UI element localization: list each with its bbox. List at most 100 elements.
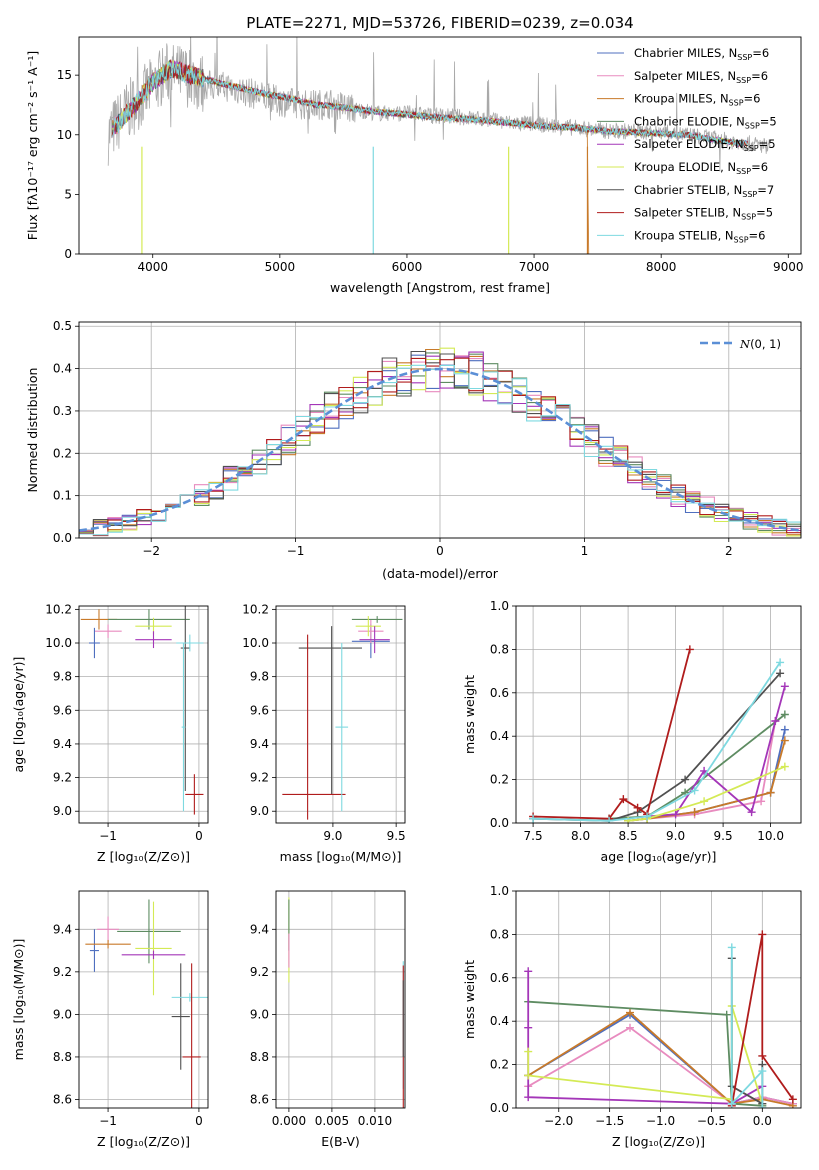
y-tick-label: 0.2 [490, 1058, 509, 1072]
x-axis-label: wavelength [Angstrom, rest frame] [330, 280, 550, 295]
mass-weight-marker [643, 812, 652, 821]
axes-frame [515, 605, 802, 824]
y-axis-label: mass weight [462, 675, 477, 754]
x-tick-label: 9.0 [323, 829, 342, 843]
mass-weight-marker [758, 930, 767, 939]
y-tick-label: 0.4 [53, 362, 72, 376]
axes-frame [515, 890, 802, 1109]
axes-group: −2 −1 0 1 2 0.0 0.1 0.2 0.3 0.4 0.5 [53, 319, 801, 558]
x-tick-label: 8000 [646, 260, 677, 274]
mass-weight-marker [524, 1071, 533, 1080]
mass-weight-marker [780, 762, 789, 771]
mass-weight-marker [780, 725, 789, 734]
y-tick-label: 9.0 [250, 804, 269, 818]
x-tick-label: 0.000 [272, 1114, 306, 1128]
x-tick-label: 0.0 [753, 1114, 772, 1128]
axes-frame [78, 321, 802, 539]
y-tick-label: 9.2 [250, 771, 269, 785]
y-tick-label: 10 [57, 128, 72, 142]
y-tick-label: 9.4 [250, 922, 269, 936]
mass-weight-marker [685, 645, 694, 654]
x-tick-label: −1 [99, 829, 117, 843]
mass-weight-marker [529, 814, 538, 823]
mass-weight-line [528, 1000, 763, 1107]
mass-weight-marker [626, 1023, 634, 1032]
x-tick-label: −1 [287, 544, 305, 558]
x-tick-label: −0.5 [697, 1114, 726, 1128]
y-tick-label: 8.8 [250, 1050, 269, 1064]
axes-frame [78, 605, 209, 824]
histogram-step-line [79, 364, 801, 537]
mass-vs-z-group [85, 899, 208, 1108]
x-axis-label: age [log₁₀(age/yr)] [601, 849, 717, 864]
axes-group: 7.5 8.0 8.5 9.0 9.5 10.0 0.0 0.2 0.4 0.6 0.8 1.0 [490, 599, 801, 843]
y-tick-label: 9.2 [250, 965, 269, 979]
x-tick-label: 7000 [519, 260, 550, 274]
y-tick-label: 1.0 [490, 599, 509, 613]
y-axis-label: age [log₁₀(age/yr)] [11, 657, 26, 773]
mass-weight-marker [619, 795, 628, 804]
x-axis-label: (data-model)/error [382, 566, 499, 581]
y-tick-label: 9.2 [53, 965, 72, 979]
y-axis-label: Flux [fλ10⁻¹⁷ erg cm⁻² s⁻¹ A⁻¹] [25, 51, 40, 240]
x-tick-label: −1.5 [595, 1114, 624, 1128]
mass-weight-marker [524, 1093, 533, 1102]
spectrum-group [107, 37, 771, 254]
axes-group: 9.0 9.5 9.0 9.2 9.4 9.6 9.8 10.0 10.2 [242, 602, 405, 843]
histogram-step-line [79, 357, 801, 537]
chart-title: PLATE=2271, MJD=53726, FIBERID=0239, z=0… [246, 14, 633, 32]
axes-group: 0.000 0.005 0.010 8.6 8.8 9.0 9.2 9.4 [250, 891, 405, 1128]
legend-label: Kroupa STELIB, NSSP=6 [634, 228, 765, 244]
x-tick-label: 10.0 [757, 829, 784, 843]
y-tick-label: 0.0 [490, 1101, 509, 1115]
mass-weight-marker [758, 1067, 767, 1076]
y-tick-label: 0.3 [53, 404, 72, 418]
age-vs-mass-group [282, 616, 403, 820]
y-tick-label: 0.1 [53, 489, 72, 503]
y-tick-label: 9.2 [53, 771, 72, 785]
x-tick-label: 2 [725, 544, 733, 558]
legend: Chabrier MILES, NSSP=6 Salpeter MILES, NS… [597, 46, 777, 244]
mass-weight-marker [722, 1010, 731, 1019]
mass-weight-marker [524, 1023, 533, 1032]
mass-weight-line [730, 934, 794, 1106]
mass-weight-marker [633, 803, 642, 812]
x-tick-label: 0 [436, 544, 444, 558]
y-tick-label: 5 [64, 187, 72, 201]
mass-weight-marker [626, 1008, 634, 1017]
y-tick-label: 9.4 [53, 737, 72, 751]
mass-weight-marker [771, 717, 780, 726]
y-tick-label: 0.5 [53, 319, 72, 333]
mass-weight-marker [690, 808, 699, 817]
weight-vs-age-group [529, 645, 789, 823]
legend-label: Kroupa ELODIE, NSSP=6 [634, 160, 768, 176]
y-tick-label: 9.8 [53, 670, 72, 684]
y-tick-label: 0.6 [490, 971, 509, 985]
y-tick-label: 10.2 [45, 602, 72, 616]
mass-weight-marker [727, 943, 736, 952]
x-axis-label: mass [log₁₀(M/M⊙)] [280, 849, 402, 864]
x-tick-label: 8.5 [619, 829, 638, 843]
legend-label: Salpeter ELODIE, NSSP=5 [634, 137, 776, 153]
x-tick-label: 9.5 [387, 829, 406, 843]
x-axis-label: Z [log₁₀(Z/Z⊙)] [612, 1134, 705, 1149]
y-tick-label: 15 [57, 68, 72, 82]
y-tick-label: 9.6 [53, 703, 72, 717]
y-tick-label: 10.0 [45, 636, 72, 650]
x-tick-label: 9.0 [666, 829, 685, 843]
x-tick-label: 9.5 [714, 829, 733, 843]
legend-label: Chabrier MILES, NSSP=6 [634, 46, 769, 62]
y-tick-label: 9.0 [250, 1007, 269, 1021]
legend-label: Salpeter STELIB, NSSP=5 [634, 206, 773, 222]
y-axis-label: mass [log₁₀(M/M⊙)] [11, 939, 26, 1061]
mass-weight-line [533, 661, 781, 822]
mass-weight-marker [758, 1051, 767, 1060]
x-tick-label: −1 [99, 1114, 117, 1128]
mass-weight-line [533, 649, 691, 820]
mass-weight-marker [524, 1047, 533, 1056]
axes-frame [275, 605, 406, 824]
axes-group: −1 0 9.0 9.2 9.4 9.6 9.8 10.0 10.2 [45, 602, 208, 843]
normal-reference-curve [79, 367, 801, 532]
y-tick-label: 9.4 [53, 922, 72, 936]
